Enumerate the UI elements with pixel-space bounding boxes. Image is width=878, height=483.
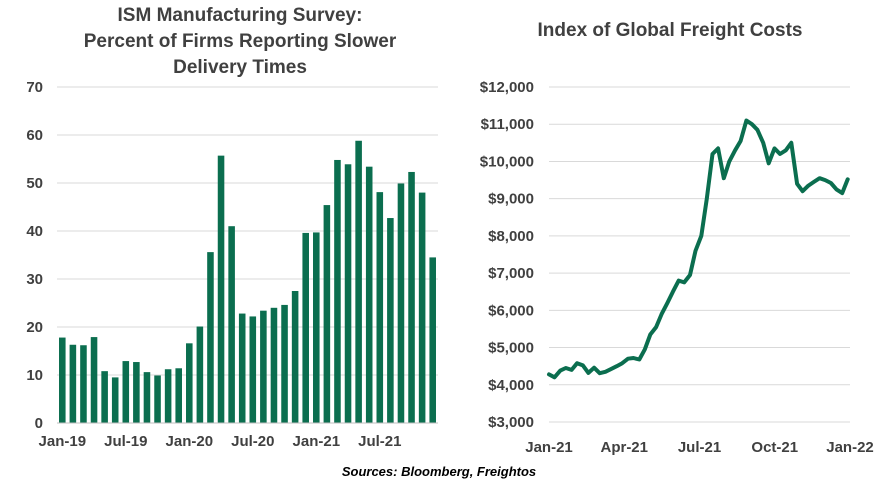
right-x-tick-label: Jul-21: [678, 439, 721, 456]
ism-bar: [143, 372, 151, 423]
ism-bar: [207, 252, 214, 423]
left-y-tick-label: 0: [35, 415, 43, 432]
ism-bar: [376, 192, 384, 423]
ism-bar: [418, 192, 426, 423]
ism-bar: [397, 183, 405, 423]
ism-bar: [260, 310, 267, 423]
ism-bar: [69, 344, 77, 423]
left-y-tick-label: 10: [26, 367, 43, 384]
left-title-line-2: Percent of Firms Reporting Slower: [83, 31, 397, 52]
ism-bar: [249, 316, 257, 423]
ism-bar: [344, 164, 352, 423]
right-x-tick-label: Apr-21: [600, 439, 648, 456]
left-x-tick-label: Jul-21: [358, 433, 401, 450]
left-x-tick-label: Jan-21: [293, 433, 341, 450]
left-y-tick-label: 70: [26, 79, 43, 96]
ism-bar: [429, 257, 436, 423]
right-y-tick-label: $11,000: [481, 116, 534, 133]
ism-bar: [387, 218, 394, 423]
source-note: Sources: Bloomberg, Freightos: [341, 464, 537, 479]
ism-bar: [59, 337, 66, 423]
ism-bar: [154, 375, 161, 423]
right-x-tick-label: Oct-21: [751, 439, 798, 456]
ism-bar: [302, 232, 309, 423]
ism-bar: [313, 232, 320, 423]
right-y-tick-label: $9,000: [488, 191, 534, 208]
left-y-tick-label: 20: [26, 319, 43, 336]
ism-bar: [196, 326, 204, 423]
ism-bar: [164, 369, 172, 423]
left-x-tick-label: Jul-19: [104, 433, 147, 450]
ism-bar: [111, 377, 119, 423]
ism-bar: [408, 171, 415, 423]
ism-bar: [101, 371, 108, 423]
right-y-tick-label: $5,000: [488, 340, 534, 357]
right-chart-title: Index of Global Freight Costs: [470, 18, 870, 44]
ism-bar: [355, 140, 362, 423]
right-y-tick-label: $12,000: [480, 79, 534, 96]
left-title-line-3: Delivery Times: [173, 57, 307, 78]
right-y-tick-label: $7,000: [488, 265, 534, 282]
ism-bar: [133, 362, 140, 423]
ism-bar: [291, 291, 299, 423]
right-x-tick-label: Jan-21: [525, 439, 573, 456]
right-y-tick-label: $8,000: [488, 228, 534, 245]
ism-bar: [270, 307, 278, 423]
ism-bar: [186, 343, 193, 423]
ism-bar: [334, 159, 341, 423]
left-y-tick-label: 60: [26, 127, 43, 144]
left-y-tick-label: 50: [26, 175, 43, 192]
freight-cost-line: [547, 118, 850, 380]
ism-bar: [217, 155, 225, 423]
ism-bar: [90, 337, 98, 423]
left-y-tick-label: 40: [26, 223, 43, 240]
left-y-tick-label: 30: [26, 271, 43, 288]
right-y-tick-label: $10,000: [480, 153, 534, 170]
right-title-text: Index of Global Freight Costs: [537, 20, 803, 41]
left-chart-title: ISM Manufacturing Survey: Percent of Fir…: [40, 3, 440, 81]
ism-bar: [80, 345, 87, 423]
left-x-tick-label: Jan-20: [166, 433, 214, 450]
ism-bar: [281, 304, 288, 423]
left-x-tick-label: Jul-20: [231, 433, 274, 450]
ism-bar: [238, 313, 246, 423]
right-y-tick-label: $6,000: [488, 302, 534, 319]
right-y-tick-label: $3,000: [488, 414, 534, 431]
left-title-line-1: ISM Manufacturing Survey:: [117, 5, 363, 26]
right-x-tick-label: Jan-22: [826, 439, 874, 456]
ism-bar: [365, 166, 373, 423]
left-x-tick-label: Jan-19: [39, 433, 87, 450]
ism-bar: [175, 368, 182, 423]
ism-bar: [323, 205, 331, 423]
right-y-tick-label: $4,000: [488, 377, 534, 394]
ism-bar: [122, 361, 130, 423]
ism-bar: [228, 226, 235, 423]
